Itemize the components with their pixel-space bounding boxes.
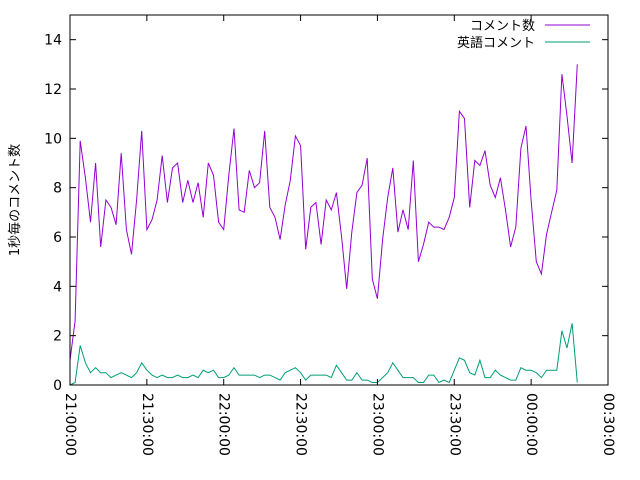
ticks-layer: 0 2 4 6 8 10 12 14 21:00:00 21:30:00 22:00:00 22:30… bbox=[44, 15, 616, 456]
y-tick-label: 4 bbox=[53, 279, 62, 295]
y-tick-label: 8 bbox=[53, 181, 62, 197]
legend-label-1: コメント数 bbox=[470, 19, 535, 34]
x-tick-label: 22:00:00 bbox=[216, 393, 232, 456]
plot-frame bbox=[69, 14, 609, 386]
y-axis-title: 1秒毎のコメント数 bbox=[7, 144, 23, 256]
y-tick-label: 14 bbox=[44, 33, 62, 49]
x-tick-label: 23:30:00 bbox=[446, 393, 462, 456]
x-tick-label: 21:30:00 bbox=[139, 393, 155, 456]
x-tick-label: 00:00:00 bbox=[523, 393, 539, 456]
y-tick-label: 6 bbox=[53, 230, 62, 246]
y-tick-label: 12 bbox=[44, 82, 62, 98]
series-line-2 bbox=[69, 323, 578, 386]
series-layer bbox=[69, 64, 578, 386]
series-line-1 bbox=[69, 64, 578, 361]
x-tick-label: 00:30:00 bbox=[600, 393, 616, 456]
y-tick-label: 10 bbox=[44, 131, 62, 147]
y-tick-label: 2 bbox=[53, 329, 62, 345]
x-tick-label: 22:30:00 bbox=[293, 393, 309, 456]
x-tick-label: 23:00:00 bbox=[369, 393, 385, 456]
legend-label-2: 英語コメント bbox=[457, 35, 535, 51]
x-tick-label: 21:00:00 bbox=[62, 393, 78, 456]
y-tick-label: 0 bbox=[53, 378, 62, 394]
